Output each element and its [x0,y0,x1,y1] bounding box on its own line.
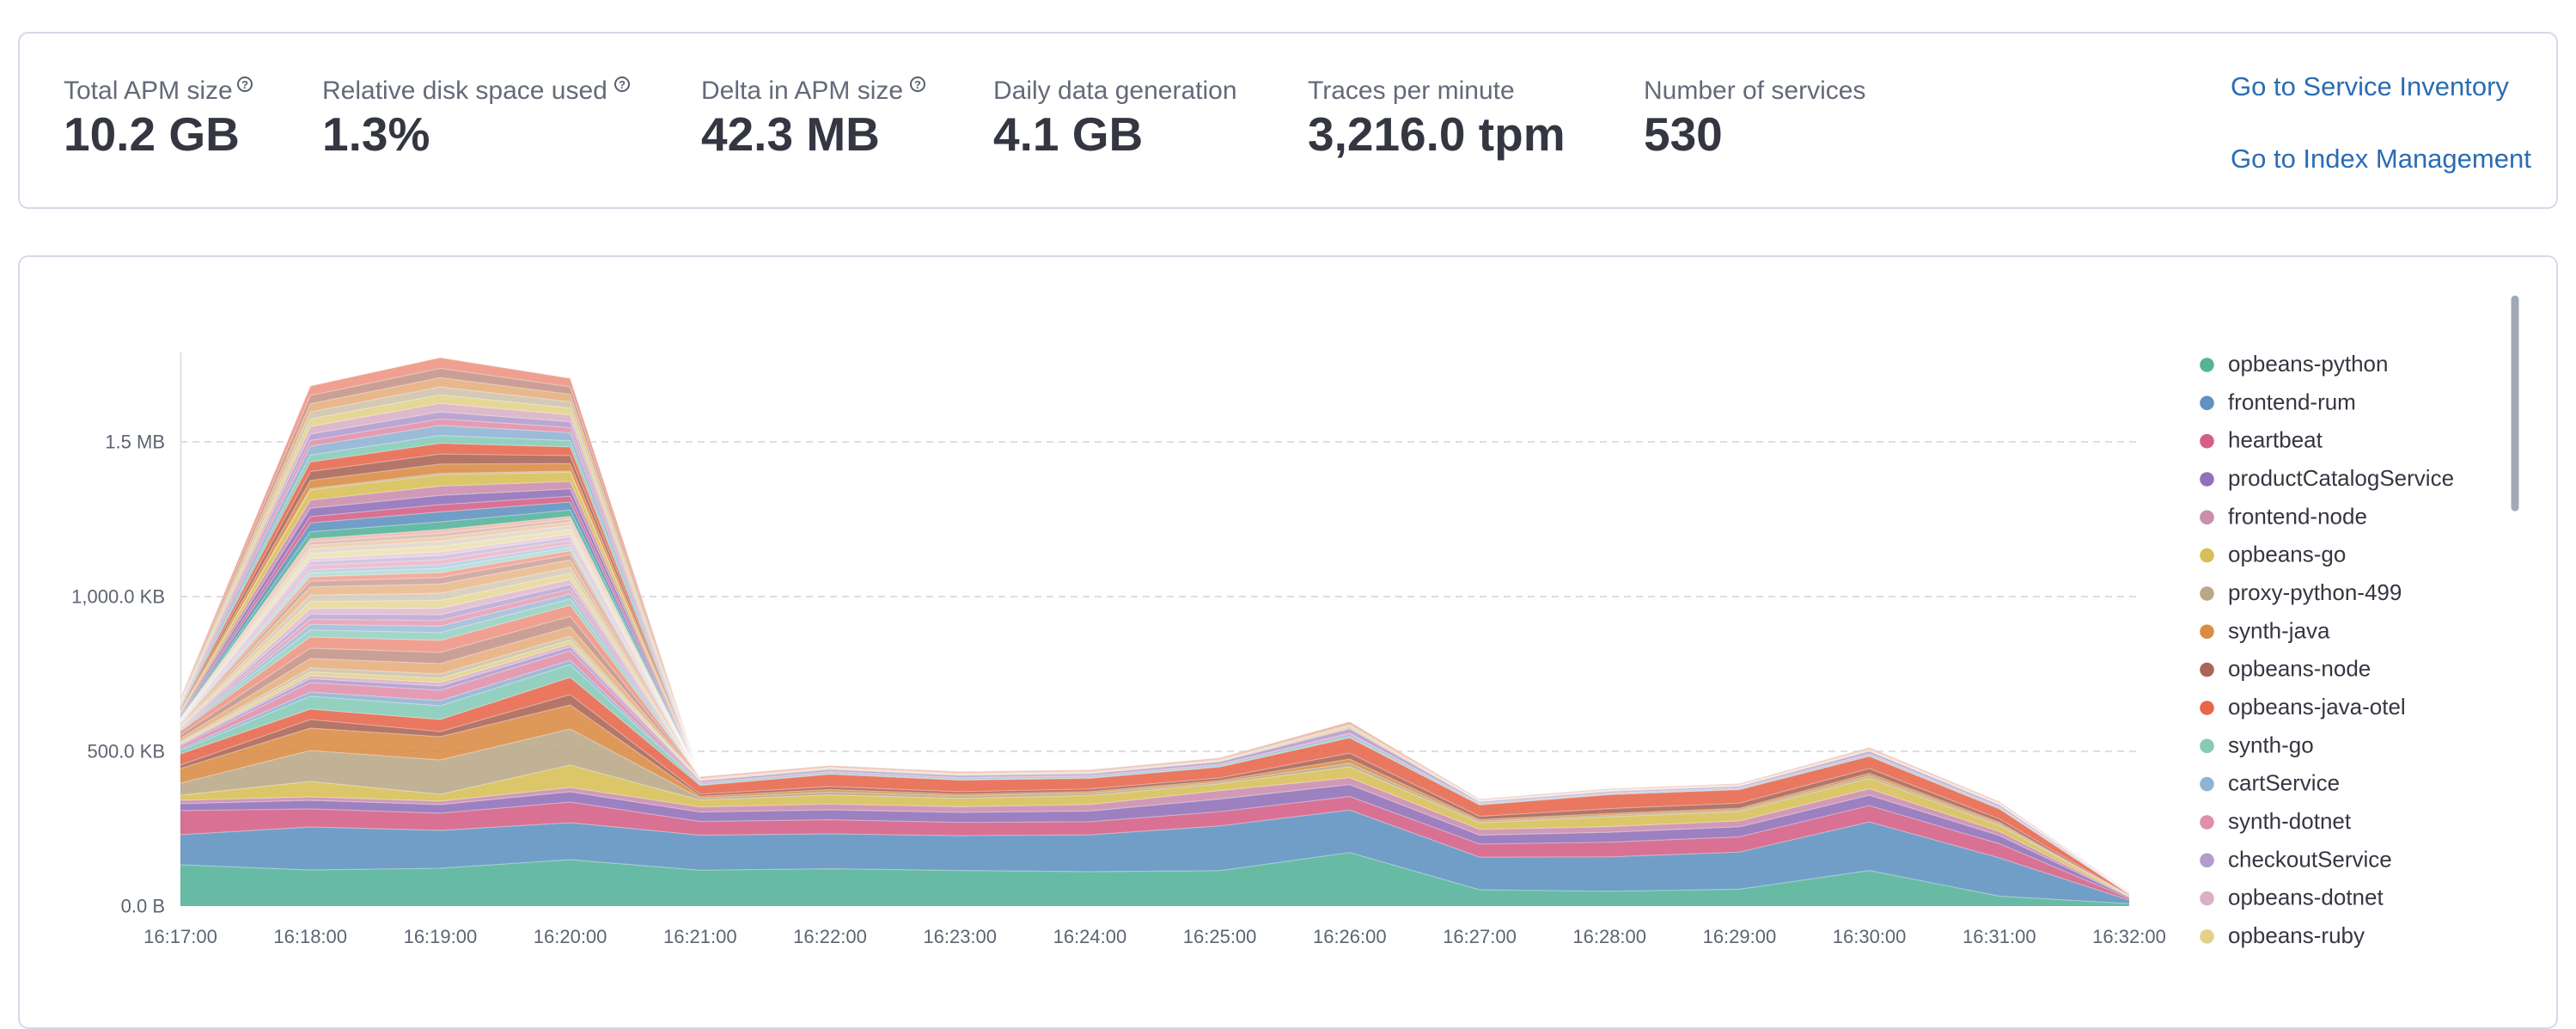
svg-text:16:23:00: 16:23:00 [923,926,997,947]
svg-text:16:25:00: 16:25:00 [1183,926,1257,947]
svg-text:productCatalogService: productCatalogService [2228,465,2454,491]
svg-text:16:18:00: 16:18:00 [273,926,347,947]
svg-text:cartService: cartService [2228,770,2340,796]
svg-text:16:24:00: 16:24:00 [1053,926,1127,947]
svg-text:500.0 KB: 500.0 KB [87,741,165,763]
svg-text:opbeans-java-otel: opbeans-java-otel [2228,694,2406,720]
svg-text:16:29:00: 16:29:00 [1703,926,1777,947]
svg-text:opbeans-dotnet: opbeans-dotnet [2228,885,2384,910]
svg-text:synth-java: synth-java [2228,617,2330,643]
svg-text:16:31:00: 16:31:00 [1963,926,2036,947]
svg-text:16:20:00: 16:20:00 [534,926,607,947]
svg-text:opbeans-ruby: opbeans-ruby [2228,922,2365,948]
svg-text:proxy-python-499: proxy-python-499 [2228,579,2402,605]
svg-text:16:30:00: 16:30:00 [1833,926,1907,947]
svg-text:opbeans-node: opbeans-node [2228,656,2371,682]
svg-text:frontend-rum: frontend-rum [2228,389,2356,414]
svg-text:16:26:00: 16:26:00 [1313,926,1387,947]
svg-text:16:32:00: 16:32:00 [2092,926,2166,947]
svg-text:16:22:00: 16:22:00 [793,926,867,947]
svg-text:synth-dotnet: synth-dotnet [2228,808,2352,834]
svg-text:1.5 MB: 1.5 MB [105,432,165,453]
svg-text:heartbeat: heartbeat [2228,427,2323,453]
svg-text:opbeans-python: opbeans-python [2228,351,2388,377]
svg-text:synth-go: synth-go [2228,732,2314,757]
svg-text:1,000.0 KB: 1,000.0 KB [71,586,165,608]
svg-text:16:21:00: 16:21:00 [663,926,737,947]
svg-text:16:27:00: 16:27:00 [1443,926,1517,947]
svg-text:16:28:00: 16:28:00 [1572,926,1646,947]
svg-text:opbeans-go: opbeans-go [2228,542,2346,567]
svg-text:16:17:00: 16:17:00 [143,926,217,947]
svg-text:16:19:00: 16:19:00 [404,926,478,947]
svg-text:0.0 B: 0.0 B [121,896,165,917]
svg-text:checkoutService: checkoutService [2228,846,2392,872]
svg-text:frontend-node: frontend-node [2228,503,2367,529]
